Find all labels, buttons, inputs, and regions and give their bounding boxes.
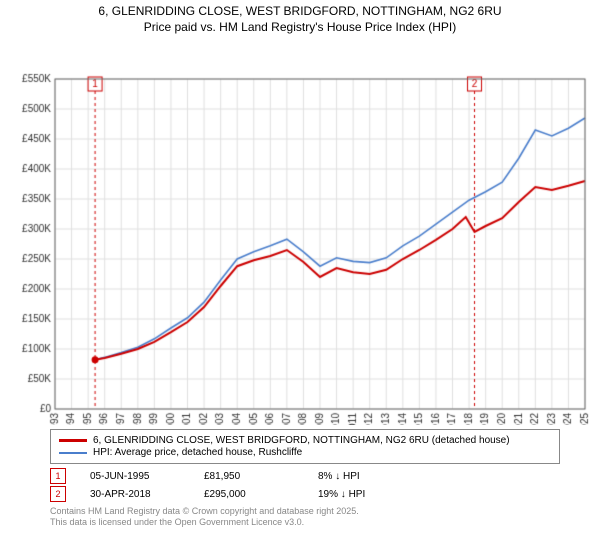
marker-date: 30-APR-2018 [90,489,180,500]
marker-badge-1: 1 [50,468,66,484]
marker-delta: 8% ↓ HPI [318,471,408,482]
marker-row: 1 05-JUN-1995 £81,950 8% ↓ HPI [50,468,560,484]
marker-row: 2 30-APR-2018 £295,000 19% ↓ HPI [50,486,560,502]
legend-row: HPI: Average price, detached house, Rush… [59,447,551,458]
footer: Contains HM Land Registry data © Crown c… [50,506,560,528]
price-chart [5,35,595,425]
marker-table: 1 05-JUN-1995 £81,950 8% ↓ HPI 2 30-APR-… [50,468,560,502]
legend-row: 6, GLENRIDDING CLOSE, WEST BRIDGFORD, NO… [59,435,551,446]
legend-swatch-price [59,439,87,442]
legend: 6, GLENRIDDING CLOSE, WEST BRIDGFORD, NO… [50,429,560,464]
marker-price: £81,950 [204,471,294,482]
chart-title: 6, GLENRIDDING CLOSE, WEST BRIDGFORD, NO… [0,4,600,35]
marker-date: 05-JUN-1995 [90,471,180,482]
footer-line-2: This data is licensed under the Open Gov… [50,517,560,528]
marker-delta: 19% ↓ HPI [318,489,408,500]
marker-price: £295,000 [204,489,294,500]
title-line-1: 6, GLENRIDDING CLOSE, WEST BRIDGFORD, NO… [0,4,600,20]
title-line-2: Price paid vs. HM Land Registry's House … [0,20,600,36]
legend-label-hpi: HPI: Average price, detached house, Rush… [93,447,302,458]
footer-line-1: Contains HM Land Registry data © Crown c… [50,506,560,517]
legend-label-price: 6, GLENRIDDING CLOSE, WEST BRIDGFORD, NO… [93,435,510,446]
legend-swatch-hpi [59,452,87,454]
marker-badge-2: 2 [50,486,66,502]
